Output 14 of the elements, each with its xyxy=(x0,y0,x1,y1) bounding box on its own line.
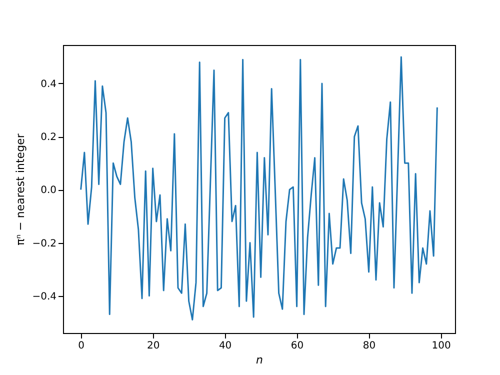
y-tick-label: −0.2 xyxy=(32,238,56,250)
x-tick-label: 100 xyxy=(432,340,451,352)
y-tick-label: 0.0 xyxy=(40,185,56,196)
x-tick-label: 80 xyxy=(362,340,376,352)
line-series xyxy=(80,56,438,320)
x-tick-label: 20 xyxy=(146,340,160,352)
x-tick-label: 40 xyxy=(218,340,232,352)
x-axis-title: n xyxy=(256,354,264,366)
x-tick-label: 60 xyxy=(290,340,304,352)
x-tick-label: 0 xyxy=(78,340,85,352)
y-tick-label: −0.4 xyxy=(32,291,56,302)
y-tick-label: 0.4 xyxy=(40,78,56,90)
y-axis-title: πⁿ − nearest integer xyxy=(14,133,28,246)
y-tick-label: 0.2 xyxy=(40,132,56,144)
